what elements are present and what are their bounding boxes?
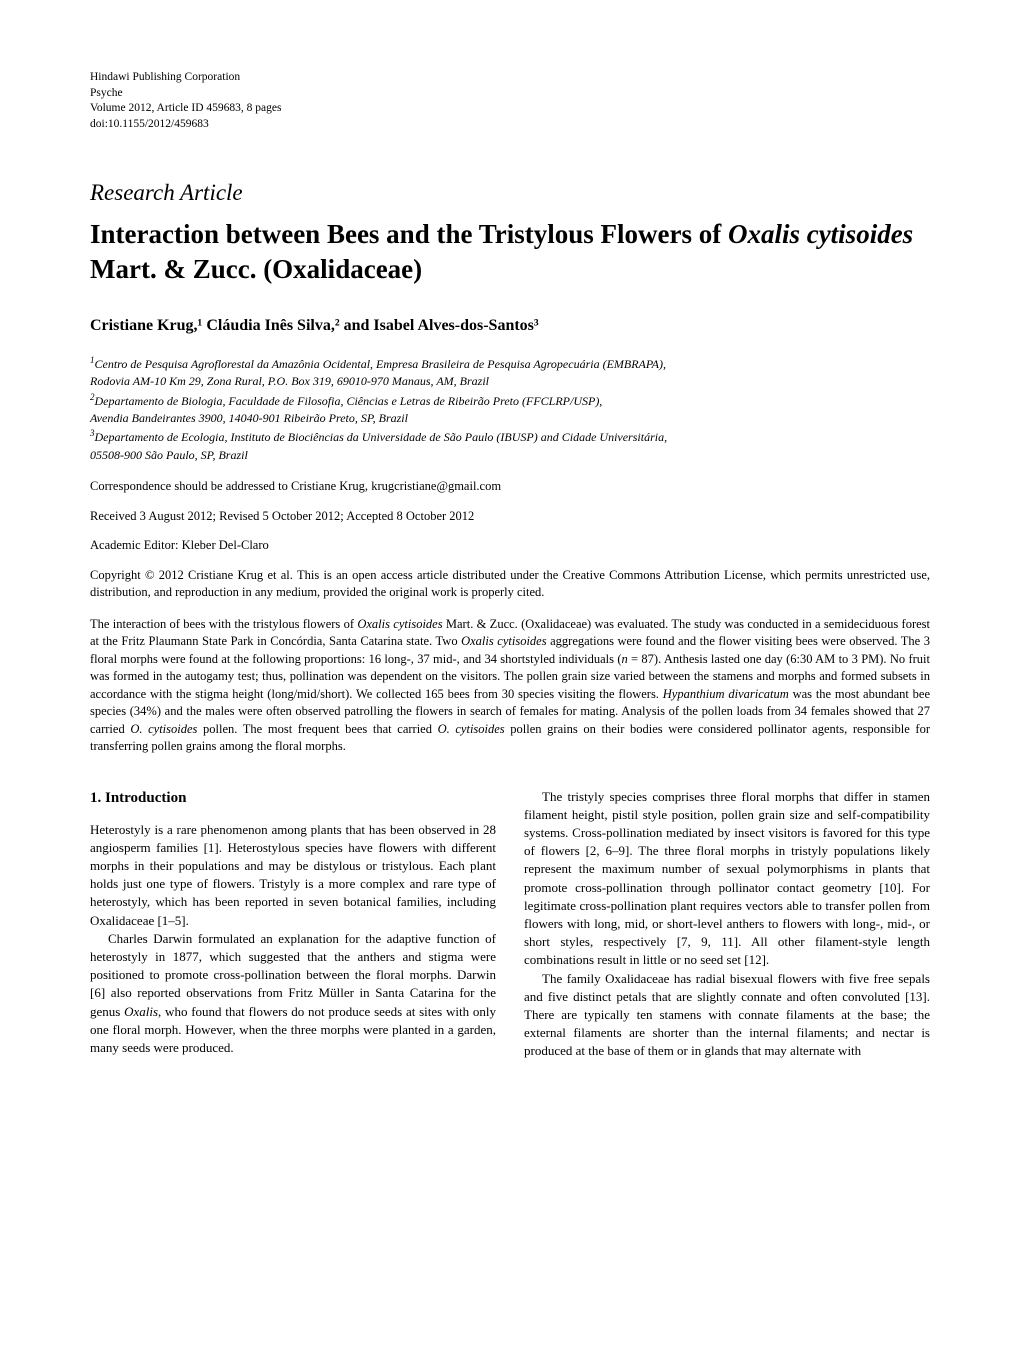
affil-3-line2: 05508-900 São Paulo, SP, Brazil <box>90 447 930 464</box>
abstract-p1: The interaction of bees with the tristyl… <box>90 617 357 631</box>
dates: Received 3 August 2012; Revised 5 Octobe… <box>90 508 930 526</box>
academic-editor: Academic Editor: Kleber Del-Claro <box>90 537 930 555</box>
right-para1: The tristyly species comprises three flo… <box>524 788 930 970</box>
title-part2: Mart. & Zucc. (Oxalidaceae) <box>90 254 422 284</box>
section-heading: 1. Introduction <box>90 788 496 809</box>
journal-header: Hindawi Publishing Corporation Psyche Vo… <box>90 70 930 132</box>
copyright: Copyright © 2012 Cristiane Krug et al. T… <box>90 567 930 602</box>
abstract-i6: O. cytisoides <box>438 722 505 736</box>
authors: Cristiane Krug,¹ Cláudia Inês Silva,² an… <box>90 315 930 337</box>
affil-2-line2: Avendia Bandeirantes 3900, 14040-901 Rib… <box>90 410 930 427</box>
correspondence-text: Correspondence should be addressed to Cr… <box>90 479 371 493</box>
article-title: Interaction between Bees and the Tristyl… <box>90 217 930 287</box>
right-para2: The family Oxalidaceae has radial bisexu… <box>524 970 930 1061</box>
abstract-i1: Oxalis cytisoides <box>357 617 442 631</box>
publisher: Hindawi Publishing Corporation <box>90 70 930 86</box>
abstract-p6: pollen. The most frequent bees that carr… <box>197 722 437 736</box>
volume-info: Volume 2012, Article ID 459683, 8 pages <box>90 101 930 117</box>
body-columns: 1. Introduction Heterostyly is a rare ph… <box>90 788 930 1061</box>
affiliation-3: 3Departamento de Ecologia, Instituto de … <box>90 427 930 446</box>
article-type: Research Article <box>90 177 930 209</box>
affiliation-2: 2Departamento de Biologia, Faculdade de … <box>90 391 930 410</box>
abstract: The interaction of bees with the tristyl… <box>90 616 930 756</box>
journal-name: Psyche <box>90 86 930 102</box>
right-column: The tristyly species comprises three flo… <box>524 788 930 1061</box>
left-para2-i: Oxalis <box>124 1004 158 1019</box>
affil-2-line1: Departamento de Biologia, Faculdade de F… <box>95 394 603 408</box>
affiliation-1: 1Centro de Pesquisa Agroflorestal da Ama… <box>90 354 930 373</box>
affiliations: 1Centro de Pesquisa Agroflorestal da Ama… <box>90 354 930 464</box>
abstract-i4: Hypanthium divaricatum <box>663 687 789 701</box>
left-para1: Heterostyly is a rare phenomenon among p… <box>90 821 496 930</box>
abstract-i2: Oxalis cytisoides <box>461 634 546 648</box>
affil-3-line1: Departamento de Ecologia, Instituto de B… <box>95 430 668 444</box>
left-column: 1. Introduction Heterostyly is a rare ph… <box>90 788 496 1061</box>
correspondence: Correspondence should be addressed to Cr… <box>90 478 930 496</box>
title-part1: Interaction between Bees and the Tristyl… <box>90 219 728 249</box>
left-para2: Charles Darwin formulated an explanation… <box>90 930 496 1057</box>
abstract-i5: O. cytisoides <box>130 722 197 736</box>
doi: doi:10.1155/2012/459683 <box>90 117 930 133</box>
correspondence-email: krugcristiane@gmail.com <box>371 479 501 493</box>
title-italic: Oxalis cytisoides <box>728 219 913 249</box>
affil-1-line1: Centro de Pesquisa Agroflorestal da Amaz… <box>95 357 667 371</box>
affil-1-line2: Rodovia AM-10 Km 29, Zona Rural, P.O. Bo… <box>90 373 930 390</box>
